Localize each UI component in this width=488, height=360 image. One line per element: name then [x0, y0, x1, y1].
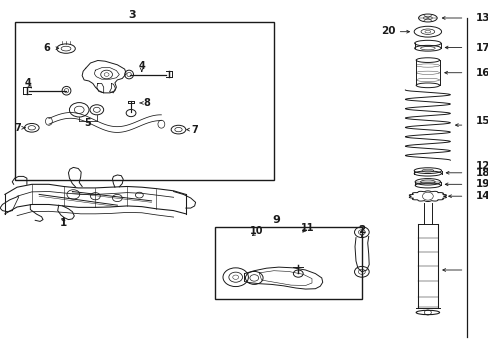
Text: 20: 20: [381, 26, 395, 36]
Text: 14: 14: [475, 191, 488, 201]
Text: 5: 5: [84, 118, 91, 128]
Text: 7: 7: [14, 123, 21, 133]
Text: 4: 4: [138, 60, 145, 71]
Text: 13: 13: [475, 13, 488, 23]
Text: 4: 4: [25, 78, 32, 88]
Text: 2: 2: [358, 225, 365, 235]
Text: 9: 9: [272, 215, 280, 225]
Text: 16: 16: [475, 68, 488, 78]
Text: 17: 17: [475, 42, 488, 53]
Text: 18: 18: [475, 168, 488, 178]
Text: 8: 8: [143, 98, 150, 108]
Text: 15: 15: [475, 116, 488, 126]
Text: 19: 19: [475, 179, 488, 189]
Text: 1: 1: [60, 218, 67, 228]
Bar: [15, 22, 273, 180]
Text: 3: 3: [128, 10, 136, 20]
Text: 12: 12: [475, 161, 488, 171]
Bar: [215, 227, 361, 299]
Text: 7: 7: [191, 125, 198, 135]
Text: 10: 10: [249, 226, 263, 236]
Text: 6: 6: [43, 42, 50, 53]
Text: 11: 11: [301, 223, 314, 233]
